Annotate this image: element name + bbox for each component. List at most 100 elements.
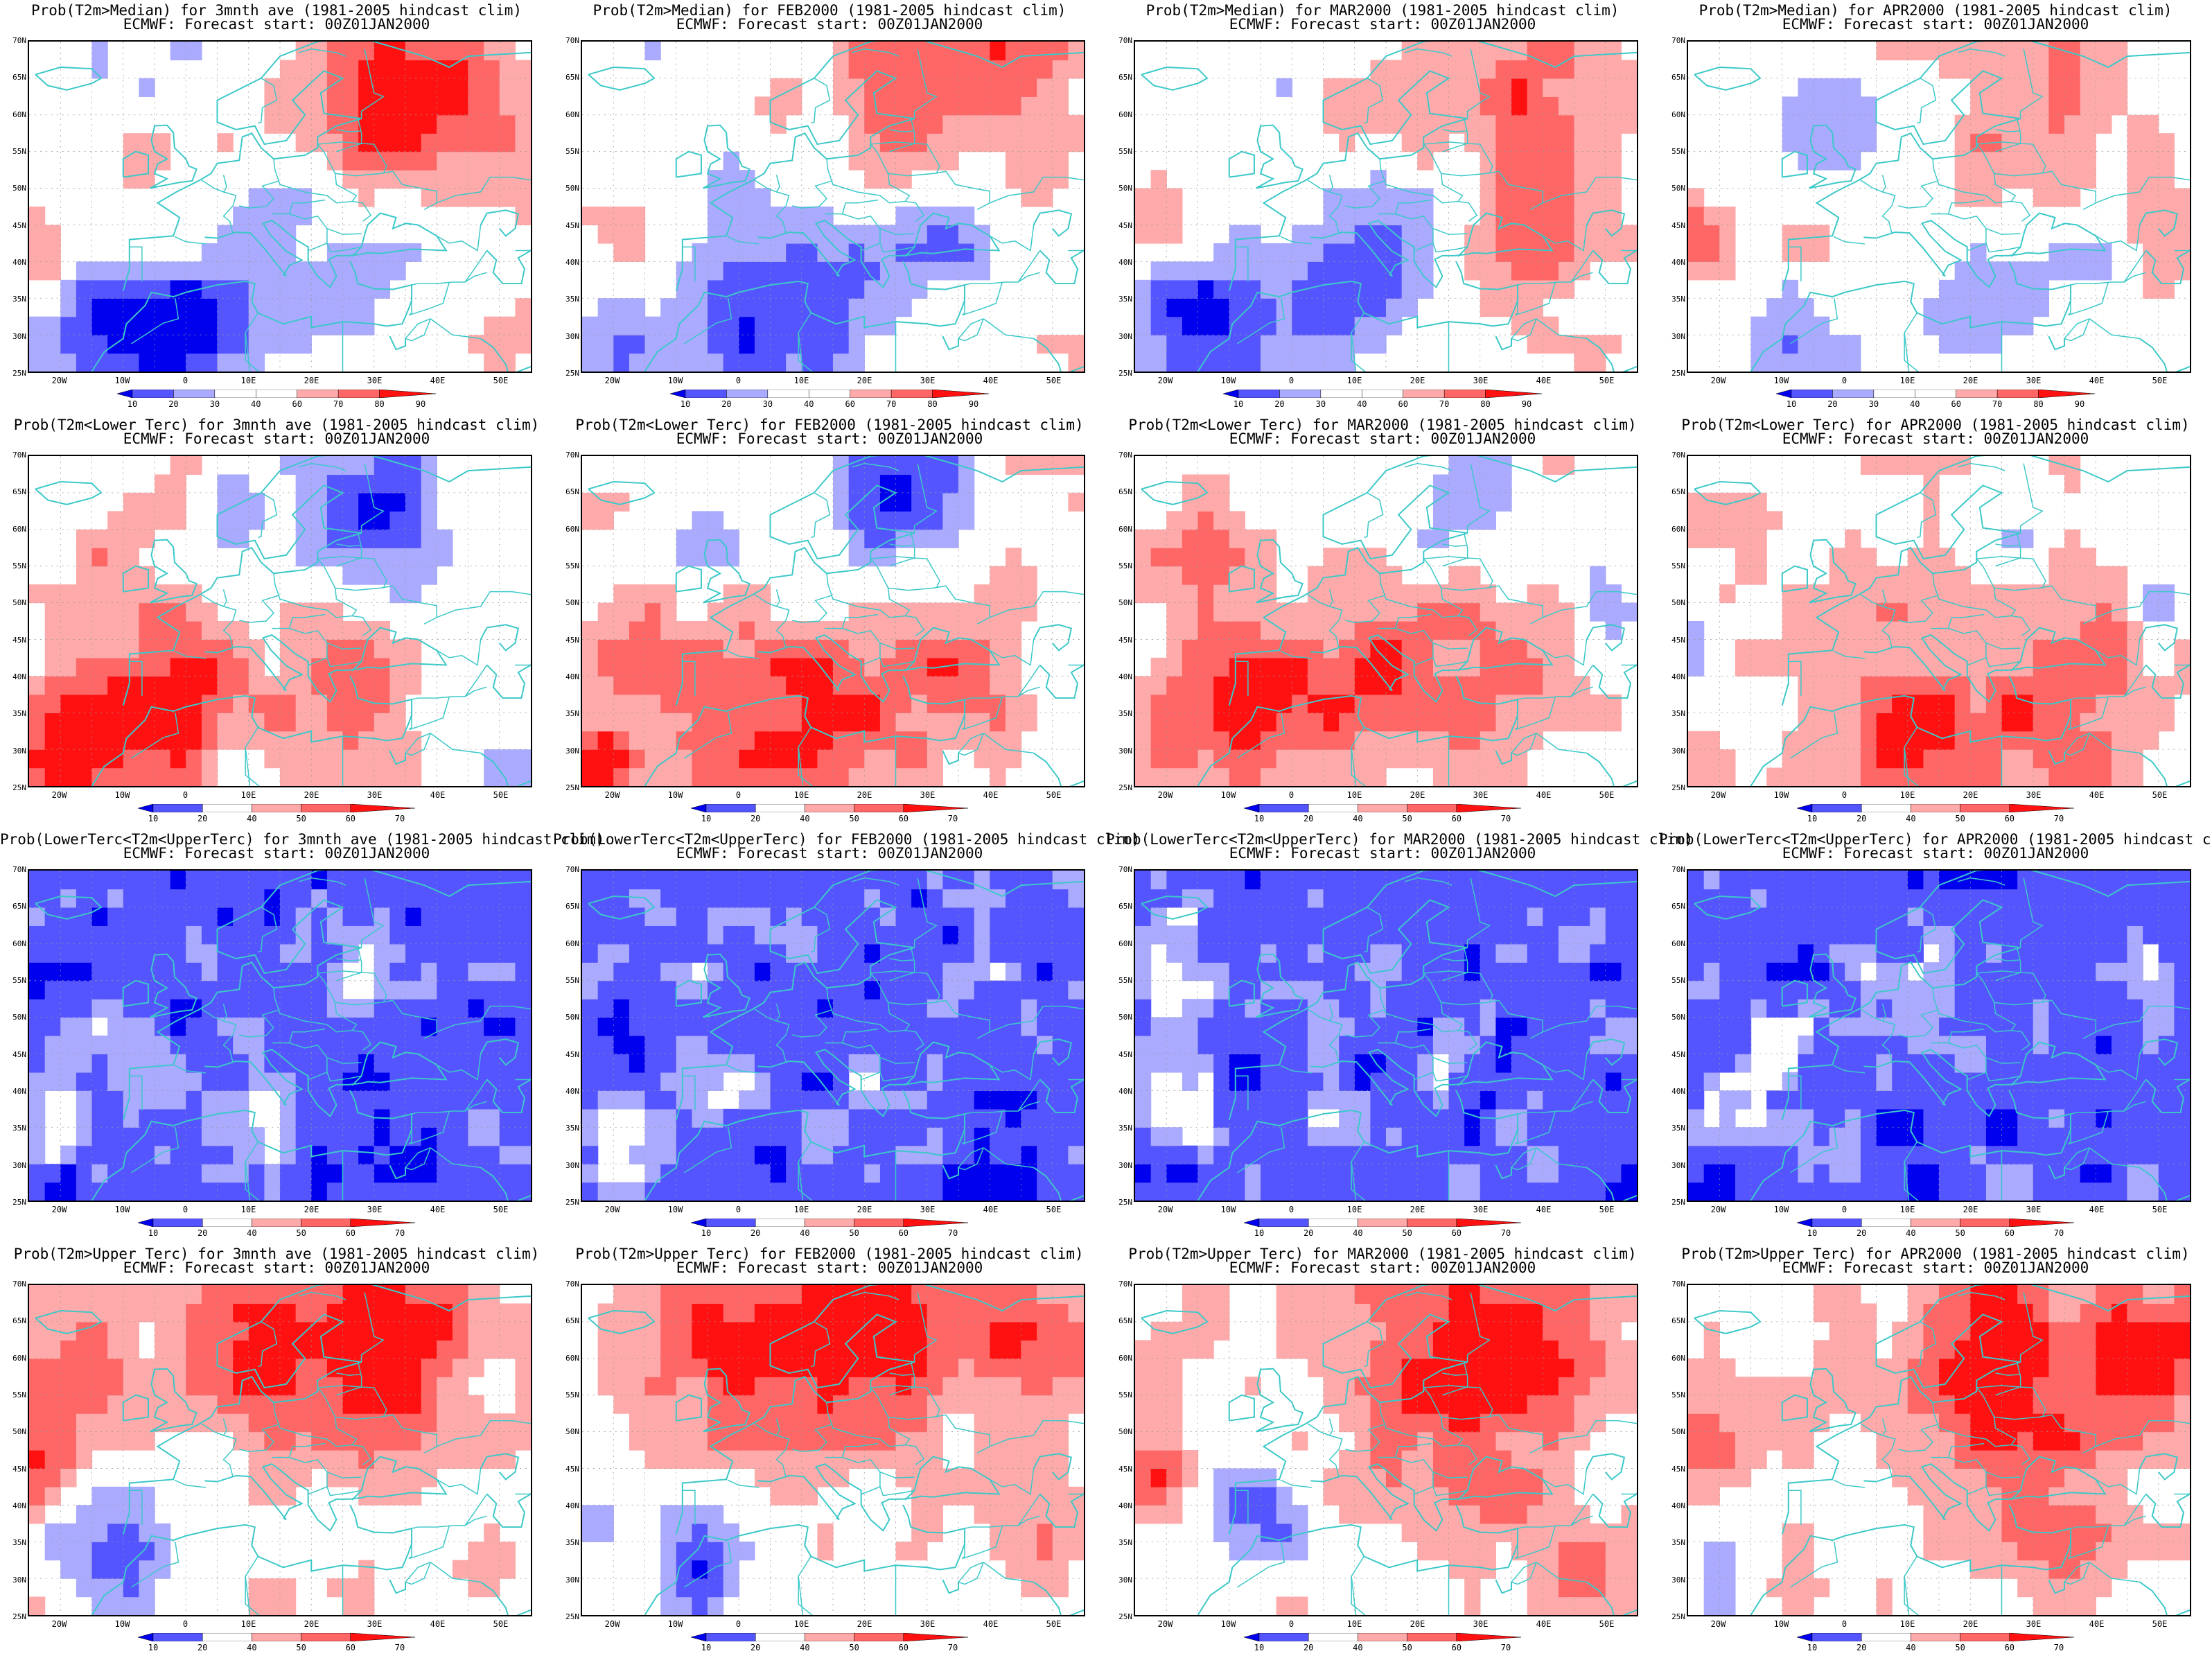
prob-cell	[421, 907, 437, 926]
prob-cell	[1135, 1145, 1152, 1164]
prob-cell	[723, 353, 739, 372]
prob-cell	[1370, 943, 1387, 963]
prob-cell	[2017, 279, 2034, 299]
prob-cell	[927, 943, 944, 963]
prob-cell	[2143, 114, 2159, 134]
prob-cell	[421, 1127, 437, 1146]
prob-cell	[421, 980, 437, 1000]
prob-cell	[676, 694, 693, 713]
prob-cell	[280, 713, 297, 732]
prob-cell	[1719, 225, 1736, 244]
prob-cell	[786, 871, 802, 890]
coastline	[486, 1079, 531, 1114]
prob-cell	[342, 925, 359, 945]
prob-cell	[2080, 621, 2096, 640]
prob-cell	[186, 1182, 202, 1201]
prob-cell	[107, 529, 124, 548]
longitude-tick-label: 20E	[1963, 790, 1978, 800]
prob-cell	[1876, 639, 1893, 658]
prob-cell	[358, 492, 375, 512]
prob-cell	[676, 889, 693, 908]
prob-cell	[739, 943, 755, 963]
prob-cell	[895, 749, 912, 769]
prob-cell	[107, 767, 124, 786]
prob-cell	[1954, 114, 1971, 134]
prob-cell	[1590, 96, 1606, 116]
prob-cell	[44, 1017, 61, 1036]
country-border	[842, 213, 881, 252]
prob-cell	[1814, 676, 1830, 695]
prob-cell	[123, 492, 140, 512]
colorbar-label: 80	[1480, 399, 1491, 409]
country-border	[879, 657, 915, 667]
prob-cell	[91, 261, 108, 281]
prob-cell	[708, 1054, 724, 1073]
prob-cell	[29, 335, 46, 354]
prob-cell	[613, 676, 630, 695]
prob-cell	[723, 316, 739, 335]
prob-cell	[437, 1090, 453, 1110]
prob-cell	[1229, 548, 1246, 567]
prob-cell	[1939, 298, 1956, 317]
prob-cell	[1150, 1145, 1167, 1164]
prob-cell	[2111, 676, 2128, 695]
prob-cell	[201, 767, 218, 786]
prob-cell	[280, 602, 297, 622]
prob-cell	[389, 96, 406, 116]
prob-cell	[1005, 60, 1022, 79]
prob-cell	[1605, 188, 1622, 207]
prob-cell	[484, 1072, 500, 1091]
prob-cell	[895, 1164, 912, 1183]
prob-cell	[217, 889, 234, 908]
prob-cell	[1719, 767, 1736, 786]
country-border	[888, 171, 990, 210]
prob-cell	[1339, 713, 1355, 732]
country-border	[1790, 713, 1838, 759]
coastline	[1495, 335, 1512, 351]
prob-cell	[123, 676, 140, 695]
latitude-tick-label: 60N	[1118, 524, 1132, 534]
latitude-tick-label: 25N	[565, 1198, 579, 1207]
prob-cell	[1985, 279, 2003, 299]
prob-cell	[739, 1090, 755, 1110]
prob-cell	[770, 767, 787, 786]
prob-cell	[911, 1090, 928, 1110]
prob-cell	[1386, 962, 1403, 981]
prob-cell	[295, 657, 312, 677]
prob-cell	[1448, 114, 1465, 134]
prob-cell	[155, 1054, 171, 1073]
prob-cell	[1750, 548, 1767, 567]
prob-cell	[484, 767, 500, 786]
longitude-tick-label: 0	[1841, 790, 1847, 800]
prob-cell	[1401, 78, 1418, 97]
prob-cell	[708, 907, 724, 926]
prob-cell	[1245, 639, 1261, 658]
coastline	[757, 1041, 1001, 1117]
prob-cell	[515, 925, 531, 945]
prob-cell	[1339, 621, 1355, 640]
prob-cell	[201, 639, 218, 658]
prob-cell	[848, 999, 865, 1018]
prob-cell	[739, 279, 755, 299]
prob-cell	[1245, 907, 1261, 926]
prob-cell	[1150, 713, 1167, 732]
prob-cell	[1339, 298, 1355, 317]
country-border	[464, 272, 487, 283]
prob-cell	[60, 1182, 77, 1201]
prob-cell	[629, 1036, 646, 1055]
prob-cell	[786, 639, 802, 658]
prob-cell	[91, 713, 108, 732]
longitude-tick-label: 20W	[604, 1205, 620, 1214]
coastline	[1781, 456, 2190, 706]
colorbar-label: 20	[1856, 814, 1867, 823]
country-border	[1976, 119, 2021, 145]
forecast-panel: Prob(LowerTerc<T2m<UpperTerc) for FEB200…	[553, 829, 1140, 1244]
prob-cell	[2096, 767, 2112, 786]
prob-cell	[1166, 188, 1183, 207]
coastline	[1141, 480, 1209, 505]
prob-cell	[1735, 529, 1752, 548]
longitude-tick-label: 10E	[240, 376, 256, 385]
coastline	[1310, 212, 1554, 288]
prob-cell	[499, 1164, 516, 1183]
forecast-panel: Prob(T2m>Median) for MAR2000 (1981-2005 …	[1106, 0, 1659, 414]
